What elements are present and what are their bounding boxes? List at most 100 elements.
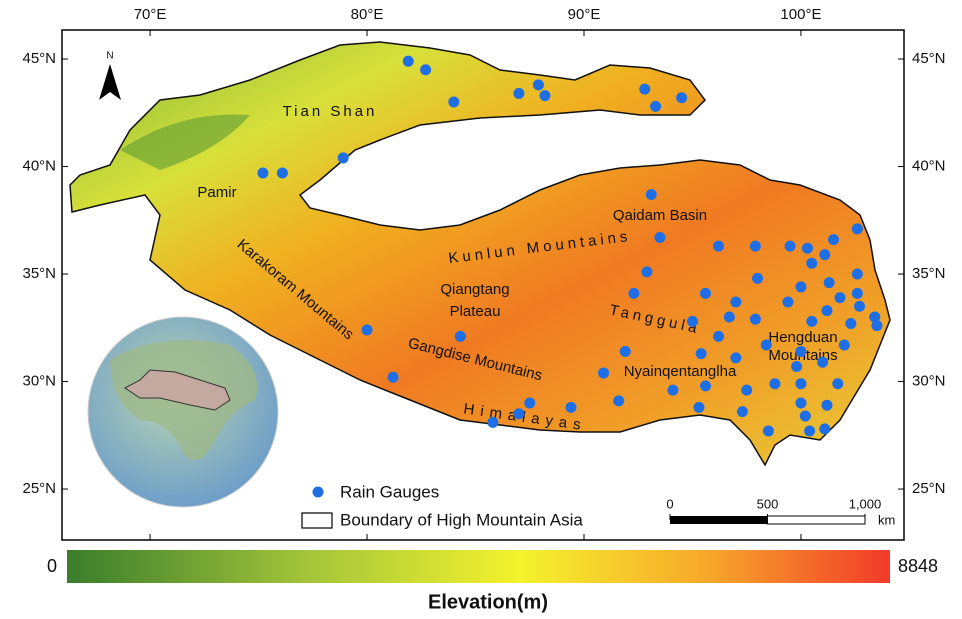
y-tick-label: 25°N [22, 480, 56, 497]
rain-gauge [524, 397, 536, 409]
rain-gauge [387, 371, 399, 383]
region-label: Pamir [197, 184, 236, 201]
rain-gauge [804, 425, 816, 437]
scalebar-black [670, 516, 768, 524]
inset-globe [87, 316, 279, 508]
rain-gauge [819, 423, 831, 435]
y-tick-label: 40°N [22, 157, 56, 174]
y-tick-label: 30°N [912, 373, 946, 390]
rain-gauge [769, 378, 781, 390]
rain-gauge [361, 324, 373, 336]
scalebar-unit: km [878, 512, 895, 527]
y-tick-label: 25°N [912, 480, 946, 497]
rain-gauge [276, 167, 288, 179]
colorbar-max: 8848 [898, 556, 938, 576]
rain-gauge [695, 348, 707, 360]
rain-gauge [749, 240, 761, 252]
rain-gauge [784, 240, 796, 252]
rain-gauge [645, 188, 657, 200]
region-label: Plateau [450, 303, 501, 320]
rain-gauge [760, 339, 772, 351]
y-tick-label: 30°N [22, 373, 56, 390]
rain-gauge [650, 100, 662, 112]
rain-gauge [693, 401, 705, 413]
rain-gauge [791, 360, 803, 372]
rain-gauge [854, 300, 866, 312]
rain-gauge [782, 296, 794, 308]
rain-gauge [799, 410, 811, 422]
rain-gauge [337, 152, 349, 164]
rain-gauge [565, 401, 577, 413]
rain-gauge [838, 339, 850, 351]
rain-gauge [736, 406, 748, 418]
legend-gauges: Rain Gauges [340, 482, 439, 501]
rain-gauge [871, 320, 883, 332]
rain-gauge [513, 87, 525, 99]
rain-gauge [699, 380, 711, 392]
north-arrow: N [99, 51, 121, 100]
rain-gauge [676, 92, 688, 104]
region-label: Nyainqentanglha [624, 363, 737, 380]
rain-gauge [713, 330, 725, 342]
legend-gauge-swatch [312, 486, 324, 498]
rain-gauge [613, 395, 625, 407]
region-label: Tian Shan [283, 103, 378, 120]
rain-gauge [801, 242, 813, 254]
rain-gauge [827, 234, 839, 246]
rain-gauge [513, 408, 525, 420]
rain-gauge [795, 345, 807, 357]
rain-gauge [667, 384, 679, 396]
scalebar-label: 1,000 [849, 496, 882, 511]
rain-gauge [713, 240, 725, 252]
rain-gauge [454, 330, 466, 342]
rain-gauge [851, 287, 863, 299]
rain-gauge [762, 425, 774, 437]
rain-gauge [832, 378, 844, 390]
rain-gauge [834, 292, 846, 304]
rain-gauge [420, 64, 432, 76]
rain-gauge [257, 167, 269, 179]
rain-gauge [619, 345, 631, 357]
rain-gauge [851, 268, 863, 280]
rain-gauge [639, 83, 651, 95]
globe-hma [124, 369, 231, 411]
rain-gauge [448, 96, 460, 108]
rain-gauge [795, 281, 807, 293]
scalebar-white [767, 515, 866, 525]
rain-gauge [749, 313, 761, 325]
rain-gauge [730, 296, 742, 308]
rain-gauge [532, 79, 544, 91]
colorbar-title: Elevation(m) [428, 591, 548, 613]
rain-gauge [821, 305, 833, 317]
rain-gauge [741, 384, 753, 396]
y-tick-label: 45°N [912, 50, 946, 67]
region-label: Qaidam Basin [613, 207, 707, 224]
rain-gauge [869, 311, 881, 323]
colorbar-min: 0 [47, 556, 57, 576]
rain-gauge [823, 277, 835, 289]
y-tick-label: 35°N [912, 265, 946, 282]
scalebar-label: 0 [666, 496, 673, 511]
rain-gauge [752, 272, 764, 284]
y-tick-label: 40°N [912, 157, 946, 174]
x-tick-label: 100°E [780, 6, 821, 23]
region-label: Qiangtang [440, 281, 509, 298]
legend: Rain Gauges Boundary of High Mountain As… [301, 482, 583, 529]
rain-gauge [628, 287, 640, 299]
x-tick-label: 80°E [351, 6, 384, 23]
colorbar [67, 550, 890, 583]
rain-gauge [845, 317, 857, 329]
rain-gauge [795, 378, 807, 390]
rain-gauge [819, 249, 831, 261]
lowland-shade [120, 114, 250, 170]
rain-gauge [598, 367, 610, 379]
rain-gauge [686, 315, 698, 327]
rain-gauge [817, 356, 829, 368]
legend-boundary: Boundary of High Mountain Asia [340, 510, 583, 529]
rain-gauge [699, 287, 711, 299]
rain-gauge [795, 397, 807, 409]
legend-boundary-swatch [301, 512, 333, 529]
rain-gauge [806, 315, 818, 327]
